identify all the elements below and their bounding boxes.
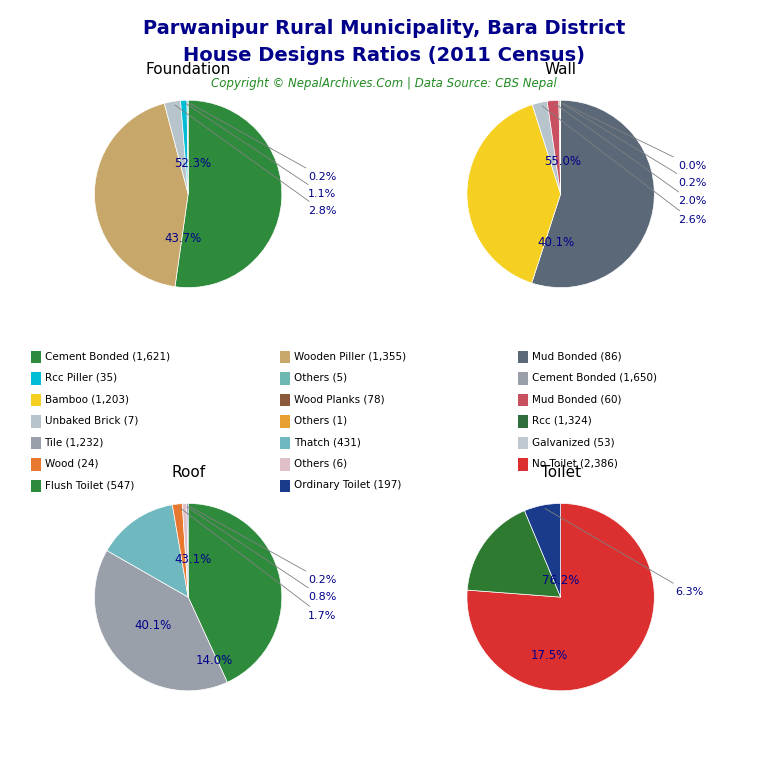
- Title: Foundation: Foundation: [145, 61, 231, 77]
- Wedge shape: [467, 504, 654, 690]
- Wedge shape: [187, 504, 188, 598]
- Text: Others (1): Others (1): [294, 415, 347, 426]
- Text: 2.6%: 2.6%: [542, 106, 706, 225]
- Text: Ordinary Toilet (197): Ordinary Toilet (197): [294, 480, 402, 491]
- Text: 0.8%: 0.8%: [187, 507, 336, 602]
- Text: 0.0%: 0.0%: [563, 104, 706, 170]
- Title: Wall: Wall: [545, 61, 577, 77]
- Wedge shape: [188, 504, 282, 682]
- Wedge shape: [559, 101, 561, 194]
- Wedge shape: [175, 101, 282, 287]
- Wedge shape: [182, 504, 188, 598]
- Text: 0.2%: 0.2%: [190, 507, 336, 585]
- Wedge shape: [107, 505, 188, 598]
- Text: Mud Bonded (60): Mud Bonded (60): [532, 394, 622, 405]
- Text: 76.2%: 76.2%: [542, 574, 579, 587]
- Text: 1.7%: 1.7%: [180, 508, 336, 621]
- Text: House Designs Ratios (2011 Census): House Designs Ratios (2011 Census): [183, 46, 585, 65]
- Text: Thatch (431): Thatch (431): [294, 437, 361, 448]
- Text: Copyright © NepalArchives.Com | Data Source: CBS Nepal: Copyright © NepalArchives.Com | Data Sou…: [211, 77, 557, 90]
- Text: 2.0%: 2.0%: [555, 104, 706, 207]
- Wedge shape: [467, 511, 561, 598]
- Text: Wood (24): Wood (24): [45, 458, 98, 469]
- Wedge shape: [172, 504, 188, 598]
- Wedge shape: [164, 101, 188, 194]
- Text: Others (5): Others (5): [294, 372, 347, 383]
- Text: No Toilet (2,386): No Toilet (2,386): [532, 458, 618, 469]
- Wedge shape: [94, 104, 188, 286]
- Text: Mud Bonded (86): Mud Bonded (86): [532, 351, 622, 362]
- Text: 2.8%: 2.8%: [175, 105, 336, 216]
- Wedge shape: [94, 551, 227, 690]
- Wedge shape: [547, 101, 561, 194]
- Text: 52.3%: 52.3%: [174, 157, 211, 170]
- Text: Bamboo (1,203): Bamboo (1,203): [45, 394, 128, 405]
- Wedge shape: [531, 101, 654, 287]
- Text: 17.5%: 17.5%: [531, 649, 568, 662]
- Text: 43.7%: 43.7%: [165, 233, 202, 246]
- Text: 6.3%: 6.3%: [545, 508, 703, 598]
- Wedge shape: [525, 504, 561, 598]
- Text: Rcc Piller (35): Rcc Piller (35): [45, 372, 117, 383]
- Wedge shape: [467, 104, 561, 283]
- Text: Cement Bonded (1,650): Cement Bonded (1,650): [532, 372, 657, 383]
- Title: Roof: Roof: [171, 465, 205, 480]
- Title: Toilet: Toilet: [541, 465, 581, 480]
- Wedge shape: [532, 101, 561, 194]
- Text: Galvanized (53): Galvanized (53): [532, 437, 615, 448]
- Text: 40.1%: 40.1%: [538, 236, 574, 249]
- Text: Rcc (1,324): Rcc (1,324): [532, 415, 592, 426]
- Text: Flush Toilet (547): Flush Toilet (547): [45, 480, 134, 491]
- Text: 0.2%: 0.2%: [562, 104, 706, 187]
- Text: 40.1%: 40.1%: [134, 619, 171, 632]
- Text: Unbaked Brick (7): Unbaked Brick (7): [45, 415, 138, 426]
- Text: 43.1%: 43.1%: [174, 553, 211, 566]
- Text: 0.2%: 0.2%: [190, 104, 336, 182]
- Text: Cement Bonded (1,621): Cement Bonded (1,621): [45, 351, 170, 362]
- Text: Others (6): Others (6): [294, 458, 347, 469]
- Text: Parwanipur Rural Municipality, Bara District: Parwanipur Rural Municipality, Bara Dist…: [143, 19, 625, 38]
- Text: Tile (1,232): Tile (1,232): [45, 437, 104, 448]
- Text: 55.0%: 55.0%: [544, 154, 581, 167]
- Wedge shape: [180, 101, 188, 194]
- Text: Wooden Piller (1,355): Wooden Piller (1,355): [294, 351, 406, 362]
- Text: 1.1%: 1.1%: [186, 104, 336, 199]
- Wedge shape: [187, 101, 188, 194]
- Text: 14.0%: 14.0%: [196, 654, 233, 667]
- Text: Wood Planks (78): Wood Planks (78): [294, 394, 385, 405]
